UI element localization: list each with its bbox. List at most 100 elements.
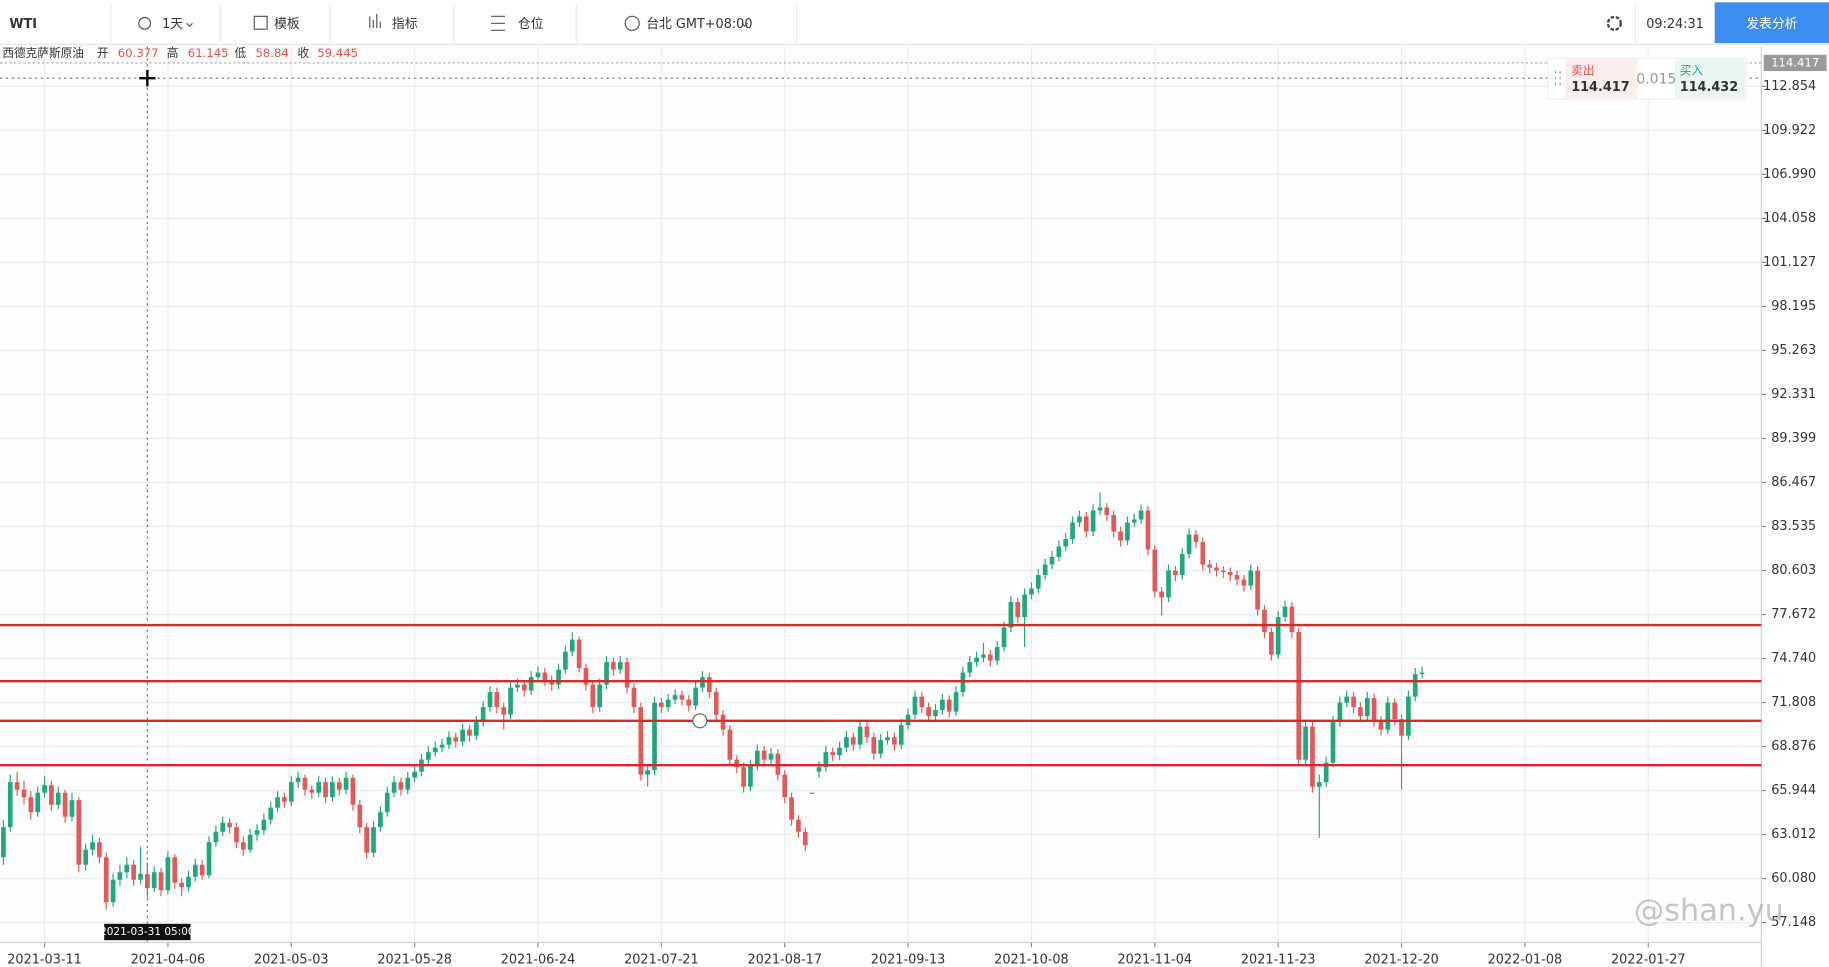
candle-body (1083, 516, 1089, 532)
candle-body (268, 807, 274, 820)
candle-body (467, 729, 472, 736)
candle-body (1364, 698, 1370, 717)
candle-body (707, 677, 712, 693)
candle-body (97, 842, 102, 858)
candle-body (1207, 564, 1212, 568)
sell-label[interactable]: 卖出 (1571, 64, 1594, 78)
candle-body (1173, 570, 1178, 576)
interval[interactable]: 1天 (162, 17, 183, 32)
legend-name: 西德克萨斯原油 (2, 46, 84, 60)
timezone[interactable]: 台北 GMT+08:00 (646, 17, 752, 32)
x-tick-label: 2021-12-20 (1364, 952, 1439, 967)
drag-handle[interactable] (1554, 71, 1561, 86)
sell-price[interactable]: 114.417 (1571, 80, 1629, 95)
y-tick-label: 71.808 (1771, 695, 1816, 710)
candle-body (282, 797, 287, 802)
candle-body (1337, 702, 1343, 723)
candle-body (1193, 534, 1199, 543)
candle-body (542, 672, 548, 681)
positions[interactable]: 仓位 (518, 17, 544, 32)
candle-body (69, 800, 75, 817)
symbol[interactable]: WTI (9, 17, 37, 32)
candle-body (789, 797, 794, 820)
candle-body (912, 696, 918, 715)
candle-body (1399, 719, 1404, 736)
legend-close-label: 收 (297, 46, 309, 60)
buy-price[interactable]: 114.432 (1680, 80, 1738, 95)
legend-close: 59.445 (317, 46, 358, 60)
y-tick-label: 68.876 (1771, 739, 1816, 754)
candle-body (158, 872, 164, 891)
y-tick-label: 92.331 (1771, 387, 1816, 402)
candle-body (1392, 702, 1398, 720)
candle-body (480, 707, 486, 723)
x-tick-label: 2022-01-08 (1488, 952, 1563, 967)
y-tick-label: 57.148 (1771, 915, 1816, 930)
crosshair-tag (104, 923, 191, 941)
settings-icon[interactable] (1606, 15, 1622, 31)
candle-body (741, 767, 746, 787)
candle-body (638, 707, 644, 775)
candle-body (535, 672, 541, 678)
legend-low: 58.84 (255, 46, 288, 60)
publish-button[interactable] (1714, 2, 1829, 44)
buy-box[interactable] (1675, 59, 1746, 98)
candle-body (727, 729, 733, 760)
toolbar-dividers (110, 4, 1636, 42)
publish-label[interactable]: 发表分析 (1746, 16, 1797, 32)
candle-body (940, 699, 945, 711)
x-tick-label: 2021-11-23 (1241, 952, 1316, 967)
candle-body (974, 657, 979, 663)
candle-body (583, 668, 589, 685)
candle-body (35, 792, 41, 813)
buy-label[interactable]: 买入 (1680, 64, 1704, 78)
candle-body (1152, 549, 1158, 592)
sell-box[interactable] (1565, 59, 1638, 98)
candle-body (967, 662, 973, 673)
candle-body (323, 782, 328, 798)
y-tick-label: 112.854 (1763, 79, 1816, 94)
candle-body (364, 827, 369, 853)
template[interactable]: 模板 (274, 17, 300, 32)
candle-body (1070, 522, 1075, 540)
candle-body (1125, 522, 1130, 541)
y-tick-label: 60.080 (1771, 871, 1816, 886)
ohlc-legend: 西德克萨斯原油 开 60.377 高 61.145 低 58.84 收 59.4… (2, 46, 358, 60)
candle-body (987, 654, 993, 661)
indicators[interactable]: 指标 (392, 17, 418, 32)
candle-body (1330, 722, 1336, 763)
candle-body (1111, 514, 1117, 532)
candle-body (754, 750, 760, 766)
candle-body (528, 677, 534, 691)
candle-body (617, 662, 623, 670)
legend-high: 61.145 (188, 46, 229, 60)
candle-body (110, 879, 116, 903)
candle-body (227, 822, 232, 828)
candle-body (597, 684, 603, 708)
candle-body (556, 669, 561, 685)
candle-body (247, 834, 253, 850)
candle-body (782, 774, 788, 798)
candle-body (926, 707, 931, 717)
plot-bg (0, 46, 1762, 943)
candle-body (1077, 516, 1082, 523)
candle-body (933, 710, 938, 717)
candle-body (1268, 632, 1274, 655)
candle-body (1104, 507, 1110, 515)
candle-body (693, 687, 698, 706)
candle-body (830, 752, 836, 756)
candle-body (487, 692, 493, 708)
candle-body (21, 789, 27, 798)
cursor (139, 70, 156, 87)
candle-body (1138, 510, 1144, 520)
candle-body (946, 699, 952, 712)
candle-body (1001, 627, 1007, 648)
candle-body (62, 792, 68, 817)
candle-body (686, 699, 692, 706)
candle-body (405, 777, 411, 790)
candle-body (316, 782, 322, 793)
toolbar: WTI 1天 模板 指标 仓位 台北 GMT+08:00 09:24:31 发表… (0, 0, 1829, 45)
y-tick-label: 95.263 (1771, 343, 1816, 358)
x-tick-label: 2021-07-21 (624, 952, 699, 967)
candle-body (501, 707, 507, 715)
